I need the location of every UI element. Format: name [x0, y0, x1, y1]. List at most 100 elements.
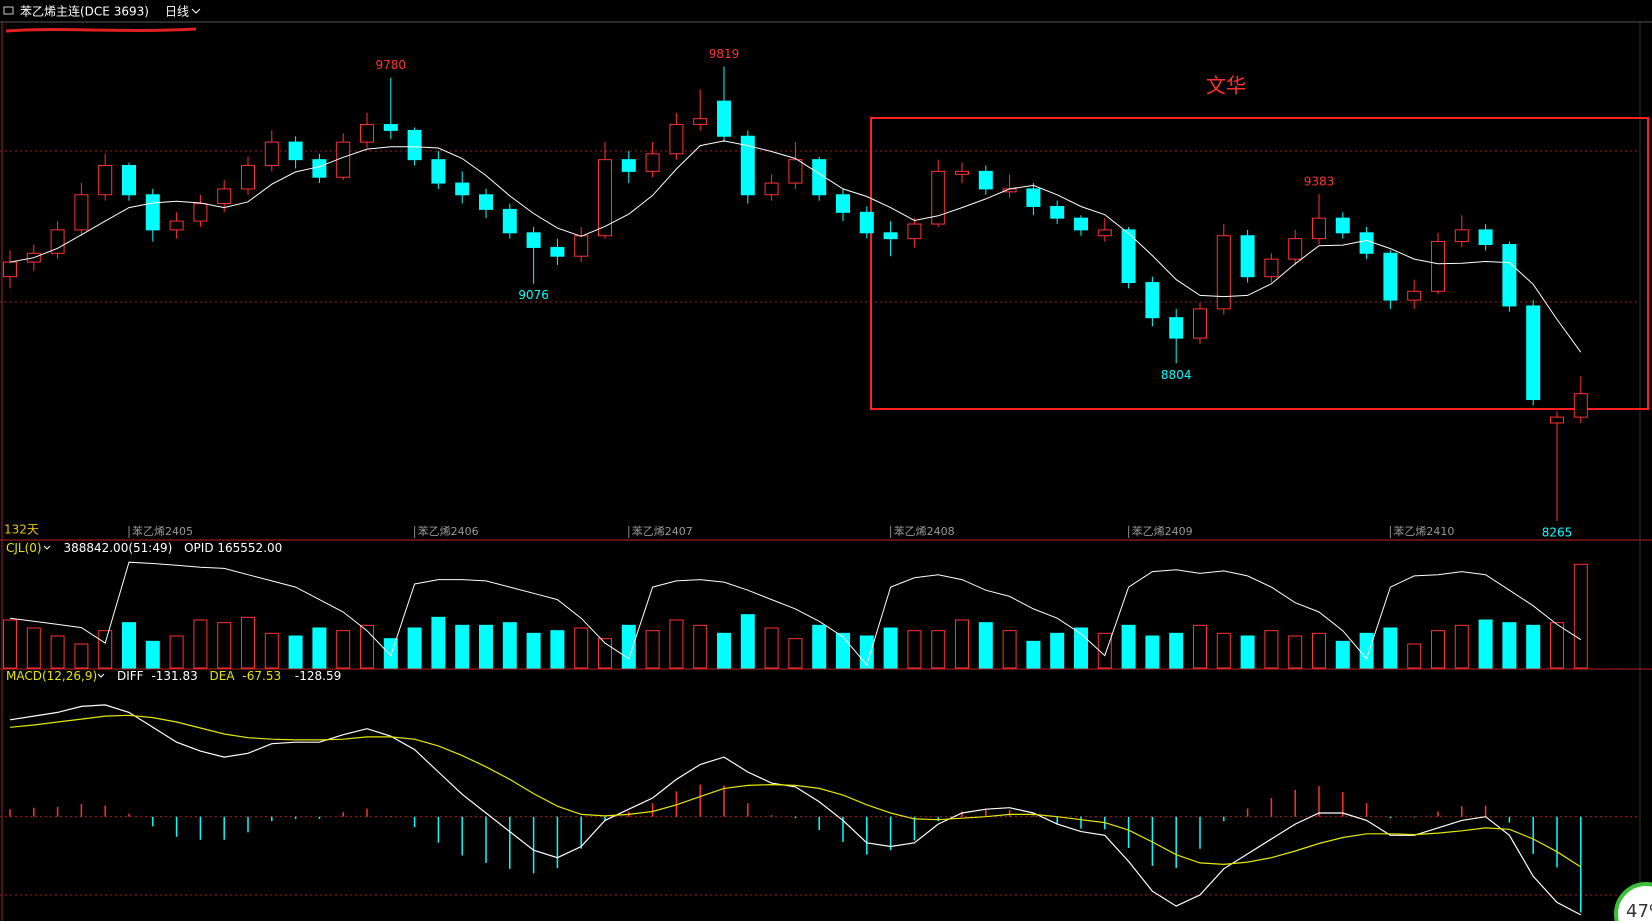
candle-body: [526, 232, 541, 248]
volume-header: CJL(0) 388842.00(51:49) OPID 165552.00: [6, 541, 282, 555]
candle-body: [1431, 241, 1445, 292]
x-tick-label: 苯乙烯2408: [894, 524, 955, 538]
macd-header: MACD(12,26,9) DIFF -131.83 DEA -67.53 -1…: [6, 669, 341, 683]
x-tick-label: 苯乙烯2406: [418, 524, 479, 538]
x-tick-label: 苯乙烯2407: [632, 524, 693, 538]
volume-bar: [479, 624, 493, 669]
volume-bar: [978, 622, 993, 669]
volume-bar: [1573, 563, 1588, 669]
diff-value: -131.83: [151, 669, 197, 683]
low-label: 8265: [1542, 525, 1573, 539]
volume-bar: [1478, 619, 1493, 669]
volume-bar: [1502, 622, 1517, 669]
candle-body: [1383, 252, 1398, 301]
volume-bar: [836, 632, 850, 669]
candle-body: [241, 165, 255, 190]
volume-bar: [669, 619, 684, 669]
annotation-box: [870, 117, 1649, 410]
candle-body: [360, 124, 374, 143]
volume-bar: [145, 640, 160, 669]
high-label: 9383: [1304, 174, 1335, 188]
candle-body: [836, 194, 850, 213]
candle-body: [812, 159, 827, 196]
candle-body: [955, 170, 969, 175]
candle-body: [264, 141, 279, 167]
volume-bar: [907, 630, 922, 669]
symbol-title: 苯乙烯主连(DCE 3693): [20, 4, 149, 19]
candle-body: [1026, 188, 1041, 207]
volume-bar: [193, 619, 208, 669]
dea-name: DEA: [210, 669, 236, 683]
candle-body: [978, 170, 993, 190]
volume-bar: [312, 627, 327, 669]
volume-bar: [1288, 635, 1303, 669]
candle-body: [645, 153, 660, 172]
volume-bar: [26, 627, 41, 669]
window-icon[interactable]: [3, 6, 14, 15]
volume-bar: [812, 624, 827, 669]
candle-body: [1288, 238, 1303, 260]
volume-bar: [1431, 630, 1445, 669]
volume-bar: [621, 624, 636, 669]
volume-bar: [407, 627, 422, 669]
volume-bar: [1193, 624, 1207, 669]
volume-bar: [526, 632, 541, 669]
badge-text: 47%: [1626, 901, 1652, 921]
macd-chevron[interactable]: [97, 673, 105, 678]
volume-bar: [360, 624, 374, 669]
candle-body: [883, 232, 898, 240]
candle-body: [431, 159, 446, 184]
x-tick-label: 苯乙烯2409: [1132, 524, 1193, 538]
candle-body: [479, 194, 493, 210]
candle-body: [407, 129, 422, 161]
candle-body: [740, 135, 755, 196]
volume-bar: [1335, 640, 1350, 669]
badge[interactable]: [1614, 882, 1652, 921]
volume-bar: [740, 614, 755, 669]
x-tick-label: 苯乙烯2405: [132, 524, 193, 538]
volume-bar: [883, 627, 898, 669]
volume-bar: [50, 635, 65, 669]
high-label: 9780: [376, 58, 407, 72]
day-count: 132天: [4, 523, 39, 537]
volume-bar: [1002, 630, 1017, 669]
volume-bar: [859, 635, 874, 669]
candle-body: [1074, 217, 1088, 231]
volume-bar: [1359, 632, 1374, 669]
volume-bar: [217, 622, 232, 669]
volume-bar: [455, 624, 470, 669]
volume-bar: [1526, 624, 1541, 669]
candle-body: [1454, 229, 1469, 243]
macd-line: [9, 704, 1582, 916]
volume-value: 388842.00(51:49): [63, 541, 172, 555]
volume-bar: [645, 630, 660, 669]
candle-body: [1216, 235, 1231, 310]
low-label: 8804: [1161, 368, 1192, 382]
volume-chevron[interactable]: [43, 545, 51, 550]
candle-body: [1478, 229, 1493, 246]
candle-body: [455, 182, 470, 196]
diff-name: DIFF: [117, 669, 144, 683]
candle-body: [145, 194, 160, 231]
volume-bar: [1240, 635, 1255, 669]
period-chevron[interactable]: [191, 8, 201, 14]
candle-body: [550, 246, 565, 257]
period-selector[interactable]: 日线: [165, 5, 189, 19]
candle-body: [122, 165, 136, 196]
candle-body: [1169, 317, 1184, 339]
volume-bar: [788, 638, 803, 669]
candle-body: [1550, 416, 1564, 424]
volume-bar: [336, 630, 351, 669]
candle-body: [1121, 229, 1136, 284]
candle-body: [50, 229, 65, 254]
candle-body: [288, 141, 303, 161]
volume-bar: [241, 616, 255, 669]
annotation-text: 文华: [1206, 74, 1246, 98]
macd-value: -128.59: [295, 669, 341, 683]
volume-bar: [764, 627, 779, 669]
volume-bar: [1169, 632, 1184, 669]
candle-body: [1097, 229, 1112, 237]
candle-body: [931, 170, 946, 225]
